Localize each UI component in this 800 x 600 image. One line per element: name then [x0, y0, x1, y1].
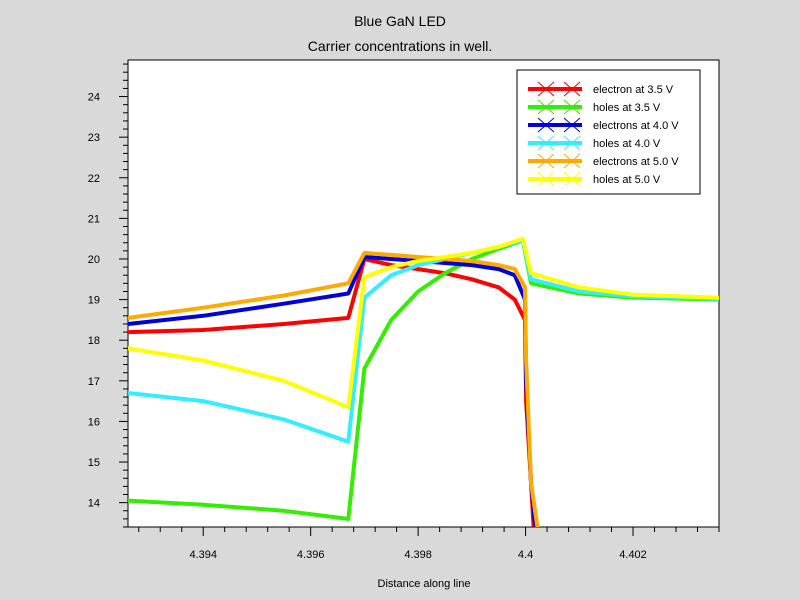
chart-title: Blue GaN LED — [354, 13, 446, 29]
legend-swatch-marker — [537, 99, 555, 115]
legend-label: electron at 3.5 V — [593, 84, 674, 96]
legend-swatch-marker — [537, 117, 555, 133]
legend-label: holes at 4.0 V — [593, 138, 661, 150]
chart-subtitle: Carrier concentrations in well. — [308, 38, 492, 54]
legend-swatch-marker — [563, 135, 581, 151]
legend-swatch-marker — [537, 81, 555, 97]
y-tick-label: 23 — [88, 132, 100, 144]
legend-item: holes at 3.5 V — [528, 99, 661, 115]
y-tick-label: 19 — [88, 295, 100, 307]
legend-label: electrons at 5.0 V — [593, 156, 679, 168]
y-tick-label: 17 — [88, 376, 100, 388]
legend-item: holes at 4.0 V — [528, 135, 661, 151]
y-tick-label: 15 — [88, 457, 100, 469]
x-tick-label: 4.396 — [297, 549, 325, 561]
y-tick-label: 16 — [88, 416, 100, 428]
legend: electron at 3.5 V holes at 3.5 V electrons… — [516, 69, 701, 195]
legend-swatch-marker — [563, 99, 581, 115]
legend-item: electrons at 5.0 V — [528, 153, 679, 169]
x-tick-label: 4.394 — [189, 549, 217, 561]
y-tick-label: 24 — [88, 92, 100, 104]
legend-swatch-marker — [537, 135, 555, 151]
y-axis: 14 15 16 17 18 19 20 21 22 23 24 — [88, 63, 128, 528]
y-tick-label: 21 — [88, 213, 100, 225]
legend-item: electrons at 4.0 V — [528, 117, 679, 133]
y-tick-label: 20 — [88, 254, 100, 266]
legend-swatch-marker — [563, 153, 581, 169]
y-tick-label: 14 — [88, 498, 100, 510]
legend-swatch-marker — [563, 117, 581, 133]
x-tick-label: 4.402 — [619, 549, 647, 561]
x-axis-label: Distance along line — [378, 578, 471, 590]
legend-label: electrons at 4.0 V — [593, 120, 679, 132]
x-tick-label: 4.398 — [404, 549, 432, 561]
legend-swatch-marker — [563, 81, 581, 97]
legend-swatch-marker — [537, 171, 555, 187]
legend-swatch-marker — [563, 171, 581, 187]
y-tick-label: 18 — [88, 335, 100, 347]
legend-item: electron at 3.5 V — [528, 81, 674, 97]
series-layer — [128, 236, 719, 527]
legend-label: holes at 5.0 V — [593, 174, 661, 186]
legend-box — [516, 69, 701, 195]
legend-item: holes at 5.0 V — [528, 171, 661, 187]
legend-label: holes at 3.5 V — [593, 102, 661, 114]
y-tick-label: 22 — [88, 173, 100, 185]
x-tick-label: 4.4 — [518, 549, 533, 561]
x-axis: 4.394 4.396 4.398 4.4 4.402 — [138, 527, 720, 561]
series-line — [128, 238, 719, 521]
legend-swatch-marker — [537, 153, 555, 169]
series-line — [128, 236, 719, 410]
